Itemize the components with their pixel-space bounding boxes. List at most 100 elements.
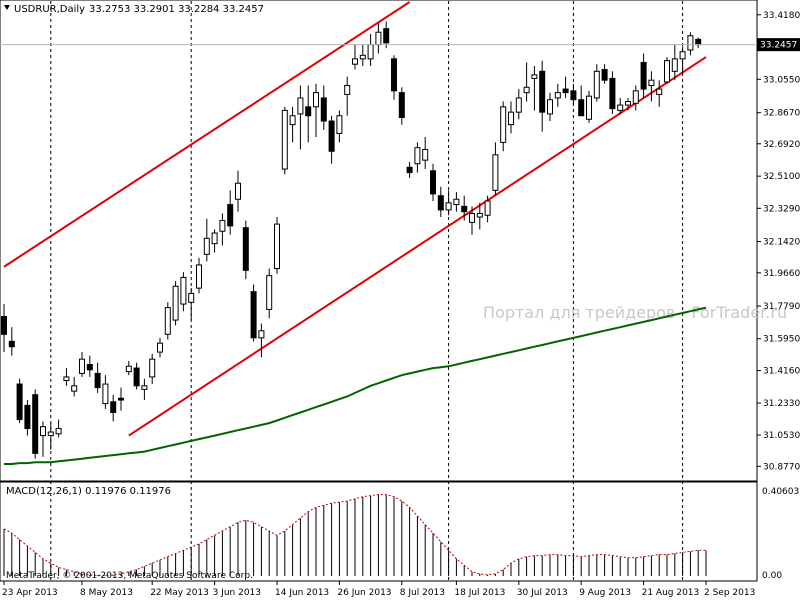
candle <box>47 423 54 450</box>
candle <box>32 389 39 459</box>
channel-line-lower[interactable] <box>128 56 707 437</box>
symbol-header: USDRUR,Daily 33.2753 33.2901 33.2284 33.… <box>4 4 264 15</box>
macd-axis: 0.40603 0.00 <box>762 487 799 581</box>
candle-body-bull <box>617 104 624 111</box>
candle <box>476 202 483 230</box>
candle <box>63 368 70 386</box>
candle <box>523 62 530 102</box>
candle-body-bull <box>367 44 374 60</box>
candle-body-bull <box>157 342 163 353</box>
candle <box>430 163 436 202</box>
candle-body-bear <box>133 367 140 387</box>
candle <box>437 186 444 218</box>
candle <box>414 142 421 173</box>
collapse-triangle-icon[interactable] <box>4 5 10 10</box>
candle <box>125 360 132 376</box>
candle-body-bull <box>547 99 553 115</box>
candle <box>55 419 62 438</box>
candle <box>219 213 226 246</box>
candle <box>570 83 577 106</box>
candle-body-bull <box>55 427 62 435</box>
candle-body-bull <box>344 85 351 95</box>
time-tick-label: 14 Jun 2013 <box>275 588 329 598</box>
candle <box>313 83 319 138</box>
candle <box>71 376 78 397</box>
candle-body-bear <box>1 316 7 335</box>
candle-body-bull <box>235 182 241 200</box>
price-tick-label: 32.5100 <box>763 172 800 182</box>
candle-body-bull <box>531 74 538 79</box>
candles <box>1 21 702 459</box>
candle-body-bear <box>383 28 390 44</box>
candle <box>515 89 522 120</box>
candle <box>227 190 234 235</box>
candle-body-bull <box>149 358 156 378</box>
candle-body-bull <box>79 358 85 374</box>
current-price-value: 33.2457 <box>760 41 797 51</box>
candle <box>547 92 553 122</box>
watermark-text: Портал для трейдеров - ForTrader.ru <box>483 303 787 322</box>
candle <box>141 378 148 401</box>
candle <box>211 229 218 253</box>
time-tick-label: 26 Jun 2013 <box>337 588 391 598</box>
candle-body-bear <box>461 205 468 213</box>
candle <box>406 161 413 178</box>
candle <box>554 83 561 107</box>
candle <box>320 85 327 130</box>
macd-histogram <box>3 494 707 576</box>
current-price-box <box>757 38 800 52</box>
candle <box>352 44 358 70</box>
price-tick-label: 31.0530 <box>763 431 800 441</box>
candle <box>274 217 280 274</box>
candle <box>266 268 273 319</box>
candle <box>671 44 678 81</box>
time-axis: 23 Apr 2013 8 May 2013 22 May 2013 3 Jun 20… <box>2 581 755 598</box>
candle <box>398 87 405 125</box>
candle-body-bull <box>422 148 429 161</box>
candle-body-bull <box>40 426 46 437</box>
macd-label: MACD(12,26,1) 0.11976 0.11976 <box>6 486 171 497</box>
candle-body-bull <box>484 200 491 216</box>
candle-body-bear <box>94 372 101 389</box>
candle-body-bull <box>281 109 288 170</box>
candle-body-bear <box>609 77 616 110</box>
candle <box>679 46 686 75</box>
macd-tick-label: 0.00 <box>762 571 782 581</box>
candle <box>664 57 670 84</box>
candle-body-bull <box>196 264 202 289</box>
candle <box>1 304 7 353</box>
time-tick-label: 30 Jul 2013 <box>517 588 568 598</box>
candle <box>656 80 663 107</box>
candle-body-bull <box>500 106 507 143</box>
candle <box>359 44 366 66</box>
candle <box>188 288 195 321</box>
candle <box>383 21 390 49</box>
price-tick-label: 30.8770 <box>763 462 800 472</box>
main-pane-frame <box>0 0 758 482</box>
candle-body-bear <box>86 363 93 371</box>
candle <box>157 337 163 358</box>
symbol-label: USDRUR,Daily <box>14 4 85 15</box>
candle-body-bull <box>476 212 483 218</box>
candle-body-bull <box>453 198 460 206</box>
candle-body-bull <box>414 147 421 165</box>
candle <box>289 106 296 143</box>
candle-body-bull <box>554 92 561 99</box>
candle-body-bull <box>656 88 663 95</box>
candle <box>484 195 491 223</box>
candle <box>16 378 23 424</box>
candle-body-bull <box>687 35 694 51</box>
price-tick-label: 31.4160 <box>763 367 800 377</box>
candle-body-bear <box>227 204 234 227</box>
candle <box>196 257 202 294</box>
channel-line-upper[interactable] <box>3 1 411 268</box>
candle-body-bear <box>695 38 702 46</box>
candle-body-bull <box>586 95 592 120</box>
candle <box>149 353 156 385</box>
candle <box>180 272 187 312</box>
candle <box>469 206 475 235</box>
candle-body-bear <box>437 195 444 211</box>
candle <box>336 110 343 143</box>
